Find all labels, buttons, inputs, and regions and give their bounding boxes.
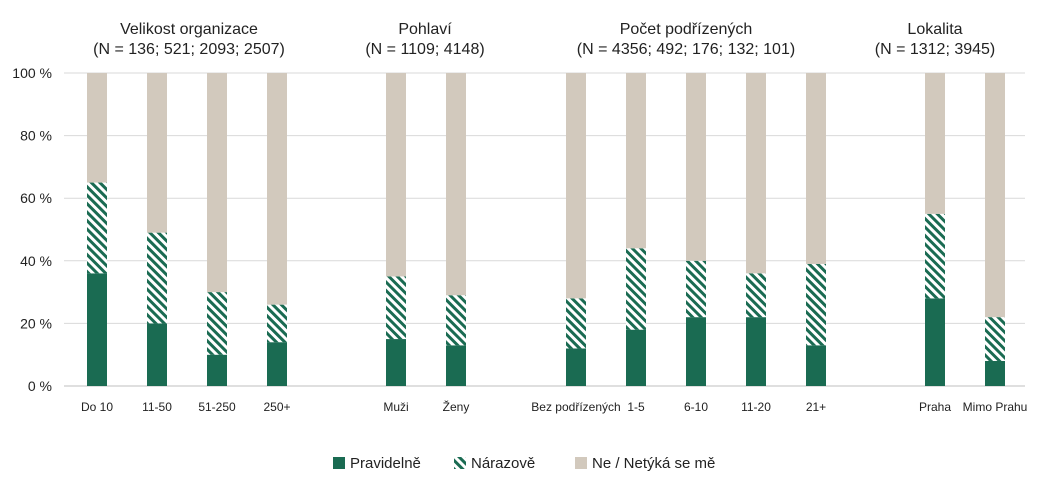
- category-label: 21+: [806, 400, 826, 414]
- y-axis: 0 % 20 % 40 % 60 % 80 % 100 %: [12, 65, 52, 394]
- bar-segment-ne-net-k-se-m-: [626, 73, 646, 249]
- group-subtitle: (N = 1312; 3945): [875, 41, 996, 58]
- category-label: Mimo Prahu: [963, 400, 1028, 414]
- bar-segment-ne-net-k-se-m-: [147, 73, 167, 233]
- bar-segment-n-razov-: [686, 260, 706, 318]
- category-label: 1-5: [627, 400, 645, 414]
- group-subtitle: (N = 4356; 492; 176; 132; 101): [577, 41, 795, 58]
- category-label: 51-250: [198, 400, 236, 414]
- bar-segment-pravideln-: [925, 298, 945, 386]
- legend-label: Pravidelně: [350, 455, 421, 472]
- bar-segment-ne-net-k-se-m-: [686, 73, 706, 261]
- bar-segment-n-razov-: [386, 276, 406, 340]
- y-tick-label: 60 %: [20, 190, 52, 206]
- bar-segment-n-razov-: [626, 248, 646, 330]
- bar-segment-n-razov-: [446, 295, 466, 346]
- bar-segment-ne-net-k-se-m-: [566, 73, 586, 299]
- y-tick-label: 80 %: [20, 128, 52, 144]
- bar-segment-pravideln-: [446, 345, 466, 386]
- bar-segment-n-razov-: [207, 292, 227, 355]
- category-label: Bez podřízených: [531, 400, 620, 414]
- bar-segment-pravideln-: [566, 348, 586, 386]
- bar-segment-ne-net-k-se-m-: [87, 73, 107, 183]
- bar-segment-ne-net-k-se-m-: [446, 73, 466, 296]
- bar-segment-pravideln-: [806, 345, 826, 386]
- bar-segment-n-razov-: [746, 273, 766, 318]
- group-subtitle: (N = 1109; 4148): [365, 41, 484, 58]
- bar-segment-ne-net-k-se-m-: [746, 73, 766, 274]
- bar-segment-n-razov-: [985, 317, 1005, 361]
- y-tick-label: 20 %: [20, 315, 52, 331]
- legend-swatch: [575, 457, 587, 469]
- category-labels: Do 10 11-50 51-250 250+ Muži Ženy Bez podřízen…: [81, 399, 1027, 414]
- bar-segment-n-razov-: [566, 298, 586, 349]
- group-title: Počet podřízených: [620, 21, 753, 38]
- y-tick-label: 100 %: [12, 65, 52, 81]
- category-label: Muži: [383, 400, 408, 414]
- group-title: Pohlaví: [398, 21, 452, 38]
- category-label: 250+: [263, 400, 290, 414]
- bar-segment-ne-net-k-se-m-: [207, 73, 227, 293]
- group-subtitle: (N = 136; 521; 2093; 2507): [93, 41, 285, 58]
- bar-segment-pravideln-: [147, 323, 167, 386]
- bar-segment-n-razov-: [87, 182, 107, 274]
- bar-segment-ne-net-k-se-m-: [925, 73, 945, 214]
- bar-segment-pravideln-: [386, 339, 406, 386]
- bar-segment-n-razov-: [925, 213, 945, 299]
- bars: [87, 73, 1005, 386]
- legend-label: Ne / Netýká se mě: [592, 455, 715, 472]
- category-label: Praha: [919, 400, 951, 414]
- bar-segment-ne-net-k-se-m-: [985, 73, 1005, 318]
- legend-label: Nárazově: [471, 455, 535, 472]
- y-tick-label: 0 %: [28, 378, 52, 394]
- group-title: Velikost organizace: [120, 21, 258, 38]
- category-label: Ženy: [443, 399, 470, 414]
- category-label: Do 10: [81, 400, 113, 414]
- bar-segment-ne-net-k-se-m-: [267, 73, 287, 305]
- bar-segment-pravideln-: [686, 317, 706, 386]
- bar-segment-pravideln-: [87, 273, 107, 386]
- bar-segment-pravideln-: [746, 317, 766, 386]
- bar-segment-pravideln-: [626, 329, 646, 386]
- bar-segment-ne-net-k-se-m-: [386, 73, 406, 277]
- bar-segment-pravideln-: [207, 354, 227, 386]
- bar-segment-n-razov-: [147, 232, 167, 324]
- legend-swatch: [454, 457, 466, 469]
- y-tick-label: 40 %: [20, 253, 52, 269]
- category-label: 11-20: [741, 400, 771, 414]
- category-label: 6-10: [684, 400, 708, 414]
- bar-segment-ne-net-k-se-m-: [806, 73, 826, 264]
- category-label: 11-50: [142, 400, 172, 414]
- bar-segment-pravideln-: [267, 342, 287, 386]
- bar-segment-n-razov-: [267, 304, 287, 343]
- group-titles: Velikost organizace (N = 136; 521; 2093; …: [93, 21, 995, 58]
- legend: Pravidelně Nárazově Ne / Netýká se mě: [333, 455, 715, 472]
- bar-segment-pravideln-: [985, 360, 1005, 386]
- group-title: Lokalita: [907, 21, 962, 38]
- bar-segment-n-razov-: [806, 263, 826, 346]
- legend-swatch: [333, 457, 345, 469]
